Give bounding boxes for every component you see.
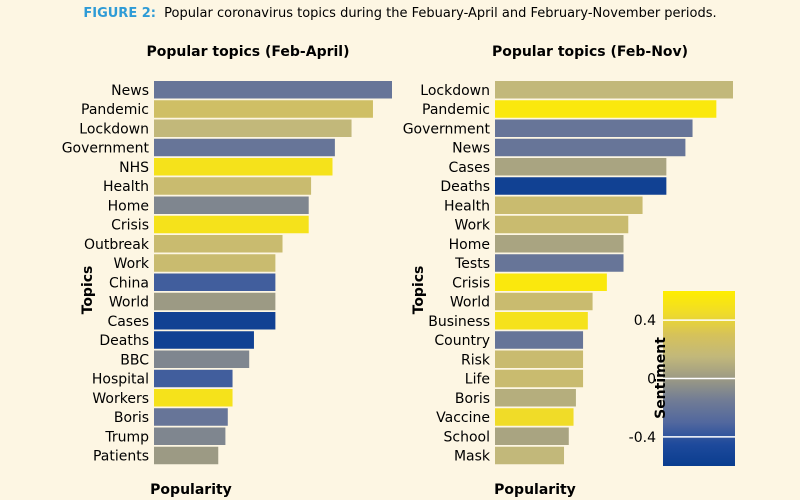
figure-caption: FIGURE 2: Popular coronavirus topics dur… <box>83 6 716 21</box>
tick-label: Home <box>108 198 149 214</box>
bar-boris <box>154 408 228 426</box>
colorbar-label: Sentiment <box>653 337 669 419</box>
bar-work <box>154 254 276 272</box>
bar-business <box>495 312 588 330</box>
tick-label: Health <box>444 198 490 214</box>
tick-label: Outbreak <box>84 237 150 253</box>
tick-label: Cases <box>107 314 149 330</box>
tick-label: Vaccine <box>436 410 490 426</box>
tick-label: Government <box>62 141 150 157</box>
colorbar-tick-label: -0.4 <box>629 430 656 446</box>
tick-label: Boris <box>114 410 149 426</box>
bar-world <box>154 292 276 311</box>
tick-label: Patients <box>93 449 149 465</box>
chart-feb-april: Popular topics (Feb-April) Popularity Topi… <box>62 44 392 498</box>
sentiment-colorbar: 0.4 0 -0.4 Sentiment <box>629 291 735 466</box>
tick-label: Boris <box>455 391 490 407</box>
y-axis-label: Topics <box>80 266 96 315</box>
bar-life <box>495 369 584 388</box>
bar-hospital <box>154 369 233 388</box>
tick-label: News <box>111 83 149 99</box>
bar-risk <box>495 350 584 368</box>
tick-label: Hospital <box>92 372 149 388</box>
bar-tests <box>495 254 624 272</box>
bar-workers <box>154 389 233 407</box>
bar-deaths <box>495 177 667 195</box>
x-axis-label: Popularity <box>150 482 232 498</box>
tick-label: Work <box>114 256 150 272</box>
colorbar-tick-label: 0.4 <box>634 313 656 329</box>
tick-label: Pandemic <box>422 102 490 118</box>
bar-mask <box>495 446 565 465</box>
tick-label: Deaths <box>99 333 149 349</box>
bar-school <box>495 427 569 445</box>
colorbar-tick-label: 0 <box>647 372 656 388</box>
chart-title: Popular topics (Feb-April) <box>146 44 349 60</box>
tick-label: School <box>444 429 490 445</box>
bar-trump <box>154 427 226 445</box>
tick-label: Business <box>428 314 490 330</box>
figure-caption-text: Popular coronavirus topics during the Fe… <box>164 6 717 21</box>
bar-cases <box>495 158 667 176</box>
bar-government <box>495 119 693 137</box>
tick-label: Crisis <box>452 275 490 291</box>
bar-government <box>154 138 335 157</box>
tick-label: News <box>452 141 490 157</box>
bar-cases <box>154 312 276 330</box>
chart-title: Popular topics (Feb-Nov) <box>492 44 688 60</box>
tick-label: Crisis <box>111 218 149 234</box>
bar-pandemic <box>495 100 717 118</box>
tick-label: Home <box>449 237 490 253</box>
tick-label: NHS <box>119 160 149 176</box>
tick-label: Deaths <box>440 179 490 195</box>
tick-label: Risk <box>461 352 491 368</box>
bar-nhs <box>154 158 333 176</box>
tick-label: World <box>450 295 490 311</box>
tick-label: Tests <box>454 256 490 272</box>
tick-label: Trump <box>104 429 149 445</box>
tick-label: Health <box>103 179 149 195</box>
bar-lockdown <box>154 119 352 137</box>
bar-work <box>495 215 629 234</box>
tick-label: Life <box>465 372 490 388</box>
bar-bbc <box>154 350 250 368</box>
bar-boris <box>495 389 576 407</box>
tick-label: Lockdown <box>79 121 149 137</box>
y-axis-label: Topics <box>411 266 427 315</box>
tick-label: Government <box>403 121 491 137</box>
bar-world <box>495 292 593 311</box>
tick-label: Country <box>434 333 490 349</box>
tick-label: Cases <box>448 160 490 176</box>
tick-label: Lockdown <box>420 83 490 99</box>
tick-label: Workers <box>92 391 149 407</box>
bar-home <box>495 235 624 253</box>
bar-pandemic <box>154 100 373 118</box>
bar-home <box>154 196 309 214</box>
bar-patients <box>154 446 219 465</box>
bar-news <box>495 138 686 157</box>
tick-label: Work <box>455 218 491 234</box>
bar-outbreak <box>154 235 283 253</box>
tick-label: Mask <box>454 449 491 465</box>
figure-label: FIGURE 2: <box>83 6 156 21</box>
bar-crisis <box>154 215 309 234</box>
tick-label: Pandemic <box>81 102 149 118</box>
bar-vaccine <box>495 408 574 426</box>
bar-health <box>154 177 312 195</box>
tick-label: World <box>109 295 149 311</box>
bar-china <box>154 273 276 291</box>
tick-label: BBC <box>120 352 149 368</box>
tick-label: China <box>109 275 149 291</box>
bar-lockdown <box>495 81 733 99</box>
chart-feb-nov: Popular topics (Feb-Nov) Popularity Topics… <box>403 44 733 498</box>
bar-health <box>495 196 643 214</box>
bar-country <box>495 331 584 349</box>
x-axis-label: Popularity <box>494 482 576 498</box>
bar-crisis <box>495 273 607 291</box>
bar-news <box>154 81 392 99</box>
bar-deaths <box>154 331 254 349</box>
